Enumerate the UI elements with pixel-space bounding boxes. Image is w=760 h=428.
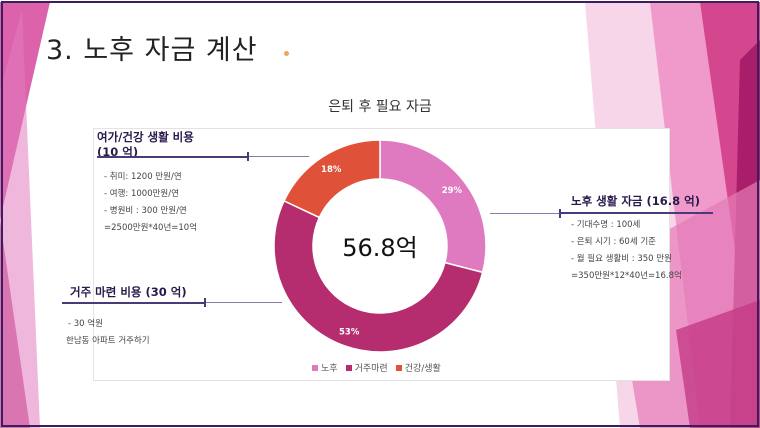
callout-retirement-rule [561,212,713,214]
legend-label-health: 건강/생활 [404,364,441,374]
legend-item-health: 건강/생활 [395,361,441,374]
slice-label-retirement: 29% [442,186,463,196]
donut-hole [314,180,446,312]
slice-label-housing: 53% [339,328,360,338]
callout-retirement-line-1: - 기대수명 : 100세 [571,220,641,230]
callout-housing-connector [206,302,282,303]
callout-leisure-title: 여가/건강 생활 비용 [97,130,194,144]
title-accent-dot [284,51,289,56]
callout-retirement-line-4: =350만원*12*40년=16.8억 [571,271,682,281]
callout-housing-title: 거주 마련 비용 (30 억) [70,285,187,299]
legend-swatch-health [395,364,402,371]
callout-leisure-line-1: - 취미: 1200 만원/연 [104,172,182,182]
callout-retirement-title: 노후 생활 자금 (16.8 억) [571,194,700,208]
legend-swatch-housing [345,364,352,371]
legend-label-retirement: 노후 [321,364,338,374]
callout-leisure-subtitle: (10 억) [97,145,139,159]
callout-housing-line-2: 한남동 아파트 거주하기 [66,336,150,346]
callout-retirement-connector [490,213,560,214]
chart-legend: 노후 거주마련 건강/생활 [312,361,441,374]
callout-leisure-line-4: =2500만원*40년=10억 [104,223,198,233]
callout-housing-line-1: - 30 억원 [68,319,103,329]
callout-leisure-line-3: - 병원비 : 300 만원/연 [104,206,187,216]
callout-leisure-rule [97,156,247,158]
legend-item-retirement: 노후 [312,361,338,374]
slide-title: 3. 노후 자금 계산 [46,35,258,66]
callout-housing-tick [204,298,206,307]
slice-label-health: 18% [321,165,342,175]
callout-leisure-connector [247,156,309,157]
callout-retirement-tick [559,209,561,218]
callout-retirement-line-2: - 은퇴 시기 : 60세 기준 [571,237,656,247]
slice-retirement [379,139,487,274]
callout-retirement-line-3: - 월 필요 생활비 : 350 만원 [571,254,672,264]
slice-housing [273,199,484,353]
callout-housing-rule [62,302,206,304]
callout-leisure-line-2: - 여행: 1000만원/연 [104,189,179,199]
donut-center-label: 56.8억 [342,234,418,262]
slice-health [283,139,381,219]
legend-swatch-retirement [312,364,318,371]
callout-leisure-tick [247,152,249,161]
legend-item-housing: 거주마련 [345,361,388,374]
legend-label-housing: 거주마련 [354,364,388,374]
chart-title: 은퇴 후 필요 자금 [328,99,432,115]
